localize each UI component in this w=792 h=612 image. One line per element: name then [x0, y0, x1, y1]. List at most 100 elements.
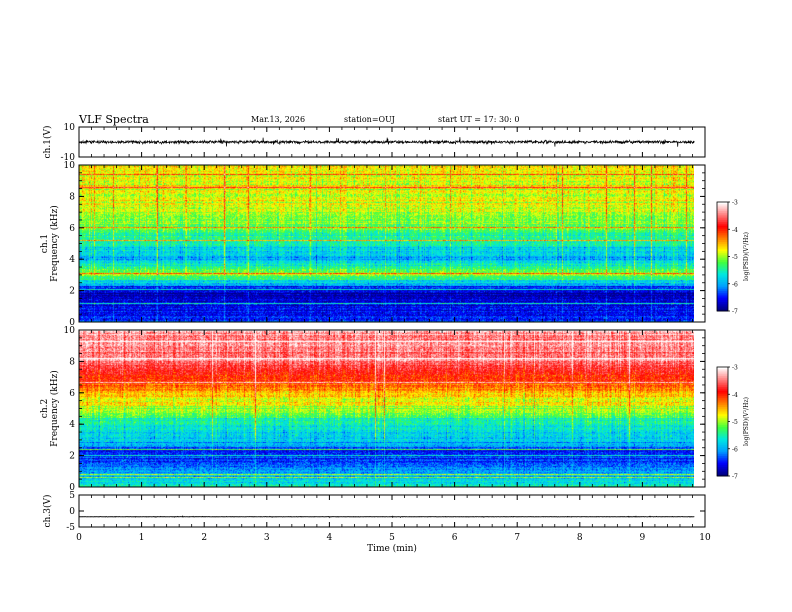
- colorbar-swatch: [717, 446, 728, 450]
- colorbar-label: log(PSD)(V²/Hz): [743, 397, 750, 446]
- colorbar-swatch: [717, 207, 728, 210]
- colorbar-swatch: [717, 406, 728, 410]
- colorbar-swatch: [717, 423, 728, 426]
- colorbar-swatch: [717, 410, 728, 413]
- colorbar-swatch: [717, 267, 728, 270]
- ch2-colorbar: -3 -4 -5 -6 -7 log(PSD)(V²/Hz): [716, 365, 750, 481]
- colorbar-swatch: [717, 474, 728, 477]
- colorbar-swatch: [717, 249, 728, 252]
- colorbar-swatch: [717, 417, 728, 421]
- ch2-spectrogram-panel: 0 2 4 6 8 10 ch.2 Frequency (kHz): [40, 326, 706, 493]
- colorbar-swatch: [717, 374, 728, 377]
- colorbar-swatch: [717, 392, 728, 395]
- colorbar-swatch: [717, 383, 728, 386]
- colorbar-swatch: [717, 432, 728, 435]
- colorbar-swatch: [717, 225, 728, 228]
- colorbar-swatch: [717, 441, 728, 444]
- colorbar-swatch: [717, 454, 728, 457]
- colorbar-swatch: [717, 370, 728, 373]
- colorbar-swatch: [717, 372, 728, 375]
- colorbar-swatch: [717, 428, 728, 432]
- time-axis: 0 1 2 3 4 5 6 7 8 9 10 Time (min): [76, 533, 711, 554]
- colorbar-swatch: [717, 412, 728, 415]
- colorbar-tick-label: -7: [732, 474, 738, 481]
- colorbar-swatch: [717, 307, 728, 310]
- colorbar-tick-label: -3: [732, 365, 738, 372]
- colorbar-swatch: [717, 232, 728, 236]
- ch1-spectrogram-image: [79, 165, 694, 322]
- colorbar-swatch: [717, 221, 728, 225]
- colorbar-swatch: [717, 459, 728, 462]
- colorbar-tick-label: -5: [732, 419, 738, 426]
- colorbar-swatch: [717, 394, 728, 397]
- colorbar-swatch: [717, 205, 728, 208]
- colorbar-swatch: [717, 472, 728, 475]
- colorbar-swatch: [717, 234, 728, 238]
- y-tick-label: 0: [69, 507, 75, 517]
- figure-title: VLF Spectra: [79, 113, 149, 126]
- colorbar-swatch: [717, 280, 728, 283]
- colorbar-swatch: [717, 448, 728, 452]
- ch2-spectrogram-image: [79, 330, 694, 487]
- y-tick-label: 6: [69, 389, 75, 399]
- colorbar-swatch: [717, 260, 728, 263]
- colorbar-swatch: [717, 271, 728, 274]
- x-tick-label: 7: [514, 533, 520, 543]
- station-label: station=OUJ: [344, 115, 395, 124]
- colorbar-swatch: [717, 212, 728, 216]
- colorbar-swatch: [717, 251, 728, 254]
- colorbar-swatch: [717, 231, 728, 234]
- colorbar-swatch: [717, 256, 728, 259]
- colorbar-swatch: [717, 229, 728, 232]
- colorbar-tick-label: -4: [732, 392, 738, 399]
- colorbar-swatch: [717, 218, 728, 221]
- colorbar-swatch: [717, 281, 728, 285]
- colorbar-swatch: [717, 223, 728, 227]
- date-label: Mar.13, 2026: [251, 115, 306, 124]
- colorbar-swatch: [717, 414, 728, 417]
- y-axis-label: Frequency (kHz): [49, 205, 60, 282]
- colorbar-swatch: [717, 419, 728, 422]
- x-tick-label: 0: [76, 533, 82, 543]
- colorbar-swatch: [717, 263, 728, 267]
- colorbar-swatch: [717, 468, 728, 472]
- colorbar-tick-label: -5: [732, 254, 738, 261]
- colorbar-swatch: [717, 276, 728, 279]
- colorbar-swatch: [717, 261, 728, 265]
- colorbar-swatch: [717, 285, 728, 288]
- colorbar-swatch: [717, 408, 728, 412]
- waveform-trace: [78, 137, 695, 147]
- colorbar-swatch: [717, 434, 728, 437]
- colorbar-swatch: [717, 252, 728, 256]
- colorbar-swatch: [717, 292, 728, 296]
- ch3-waveform-panel: 5 0 -5 ch.3(V): [42, 491, 706, 533]
- colorbar-tick-label: -7: [732, 309, 738, 316]
- y-tick-label: 10: [64, 123, 76, 133]
- colorbar-swatch: [717, 254, 728, 257]
- y-axis-label: ch.1(V): [42, 126, 53, 159]
- colorbar-swatch: [717, 216, 728, 219]
- colorbar-swatch: [717, 214, 728, 218]
- colorbar-tick-label: -3: [732, 200, 738, 207]
- y-tick-label: 0: [69, 483, 75, 493]
- waveform-trace: [78, 515, 695, 519]
- ch1-colorbar: -3 -4 -5 -6 -7 log(PSD)(V²/Hz): [716, 200, 750, 316]
- colorbar-swatch: [717, 416, 728, 419]
- ch1-waveform-panel: 10 -10 ch.1(V): [42, 123, 706, 163]
- colorbar-swatch: [717, 405, 728, 408]
- y-tick-label: 6: [69, 224, 75, 234]
- ch1-spectrogram-panel: 0 2 4 6 8 10 ch.1 Frequency (kHz): [40, 161, 706, 328]
- start-time-label: start UT = 17: 30: 0: [438, 115, 520, 124]
- y-tick-label: 5: [69, 491, 75, 501]
- y-axis-label: Frequency (kHz): [49, 370, 60, 447]
- colorbar-tick-label: -4: [732, 227, 738, 234]
- colorbar-swatch: [717, 240, 728, 243]
- colorbar-swatch: [717, 258, 728, 261]
- y-tick-label: 10: [64, 161, 76, 171]
- colorbar-swatch: [717, 456, 728, 459]
- colorbar-swatch: [717, 272, 728, 276]
- colorbar-swatch: [717, 430, 728, 433]
- y-tick-label: 8: [69, 192, 75, 202]
- y-tick-label: 0: [69, 318, 75, 328]
